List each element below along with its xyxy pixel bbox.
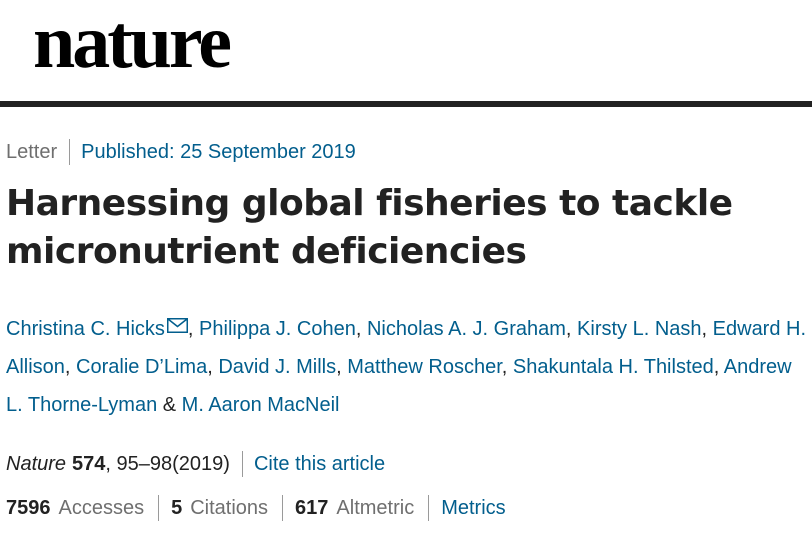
author-list: Christina C. Hicks, Philippa J. Cohen, N…: [6, 318, 807, 416]
altmetric-score: 617: [295, 497, 329, 519]
metrics-link[interactable]: Metrics: [441, 497, 506, 519]
metrics-divider: [282, 495, 284, 521]
metrics-divider: [428, 495, 430, 521]
meta-divider: [69, 139, 71, 165]
author-link[interactable]: Philippa J. Cohen: [199, 318, 356, 340]
nature-logo[interactable]: nature: [33, 0, 232, 84]
published-date: Published: 25 September 2019: [81, 141, 356, 163]
altmetric-label: Altmetric: [336, 497, 415, 519]
author-link[interactable]: David J. Mills: [218, 356, 337, 378]
article-type: Letter: [6, 141, 58, 163]
accesses-label: Accesses: [58, 497, 145, 519]
author-link[interactable]: Coralie D’Lima: [76, 356, 208, 378]
citations-count: 5: [171, 497, 183, 519]
citations-label: Citations: [190, 497, 269, 519]
author-link[interactable]: Andrew L. Thorne-Lyman: [6, 356, 792, 416]
accesses-count: 7596: [6, 497, 51, 519]
metrics-bar: 7596 Accesses 5 Citations 617 Altmetric …: [6, 494, 506, 522]
journal-volume: 574: [72, 453, 106, 475]
header-rule: [0, 101, 812, 107]
citation-divider: [241, 451, 243, 477]
envelope-icon[interactable]: [166, 318, 188, 333]
author-link[interactable]: Nicholas A. J. Graham: [366, 318, 566, 340]
author-link[interactable]: Christina C. Hicks: [6, 318, 165, 340]
citation-line: Nature 574 , 95–98(2019) Cite this artic…: [6, 450, 385, 478]
author-link[interactable]: Kirsty L. Nash: [577, 318, 702, 340]
author-link[interactable]: Matthew Roscher: [347, 356, 502, 378]
journal-name: Nature: [6, 453, 67, 475]
article-title: Harnessing global fisheries to tackle mi…: [6, 183, 733, 272]
article-meta: Letter Published: 25 September 2019: [6, 138, 356, 166]
author-link[interactable]: Edward H. Allison: [6, 318, 807, 378]
cite-this-article-link[interactable]: Cite this article: [253, 453, 386, 475]
author-link[interactable]: Shakuntala H. Thilsted: [512, 356, 714, 378]
journal-pages-year: , 95–98(2019): [105, 453, 230, 475]
author-link[interactable]: M. Aaron MacNeil: [181, 394, 340, 416]
metrics-divider: [158, 495, 160, 521]
